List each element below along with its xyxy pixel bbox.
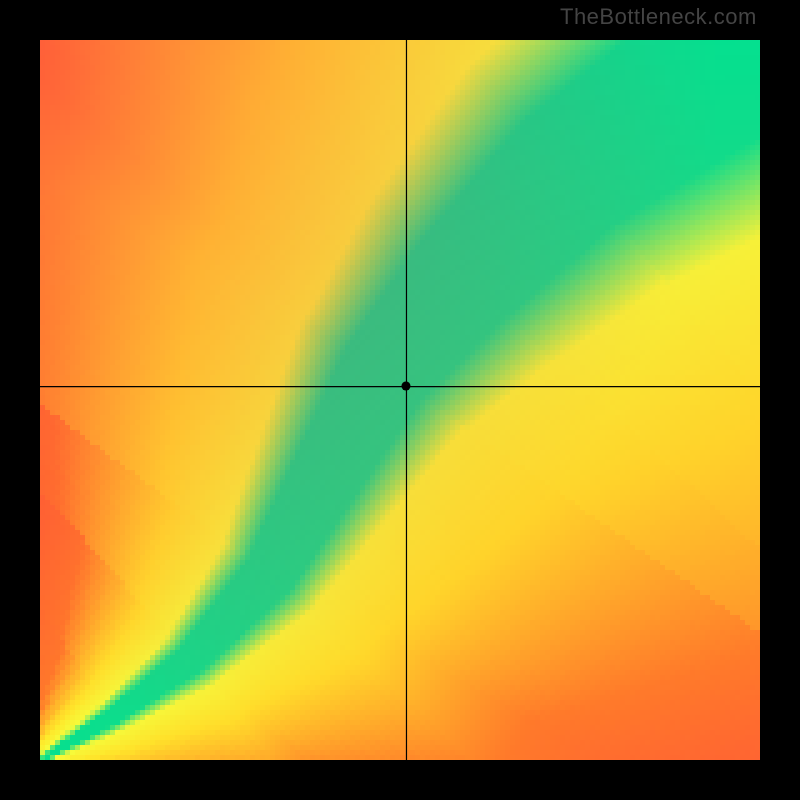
watermark-text: TheBottleneck.com <box>560 4 757 30</box>
chart-frame: TheBottleneck.com <box>0 0 800 800</box>
heatmap-canvas <box>0 0 800 800</box>
